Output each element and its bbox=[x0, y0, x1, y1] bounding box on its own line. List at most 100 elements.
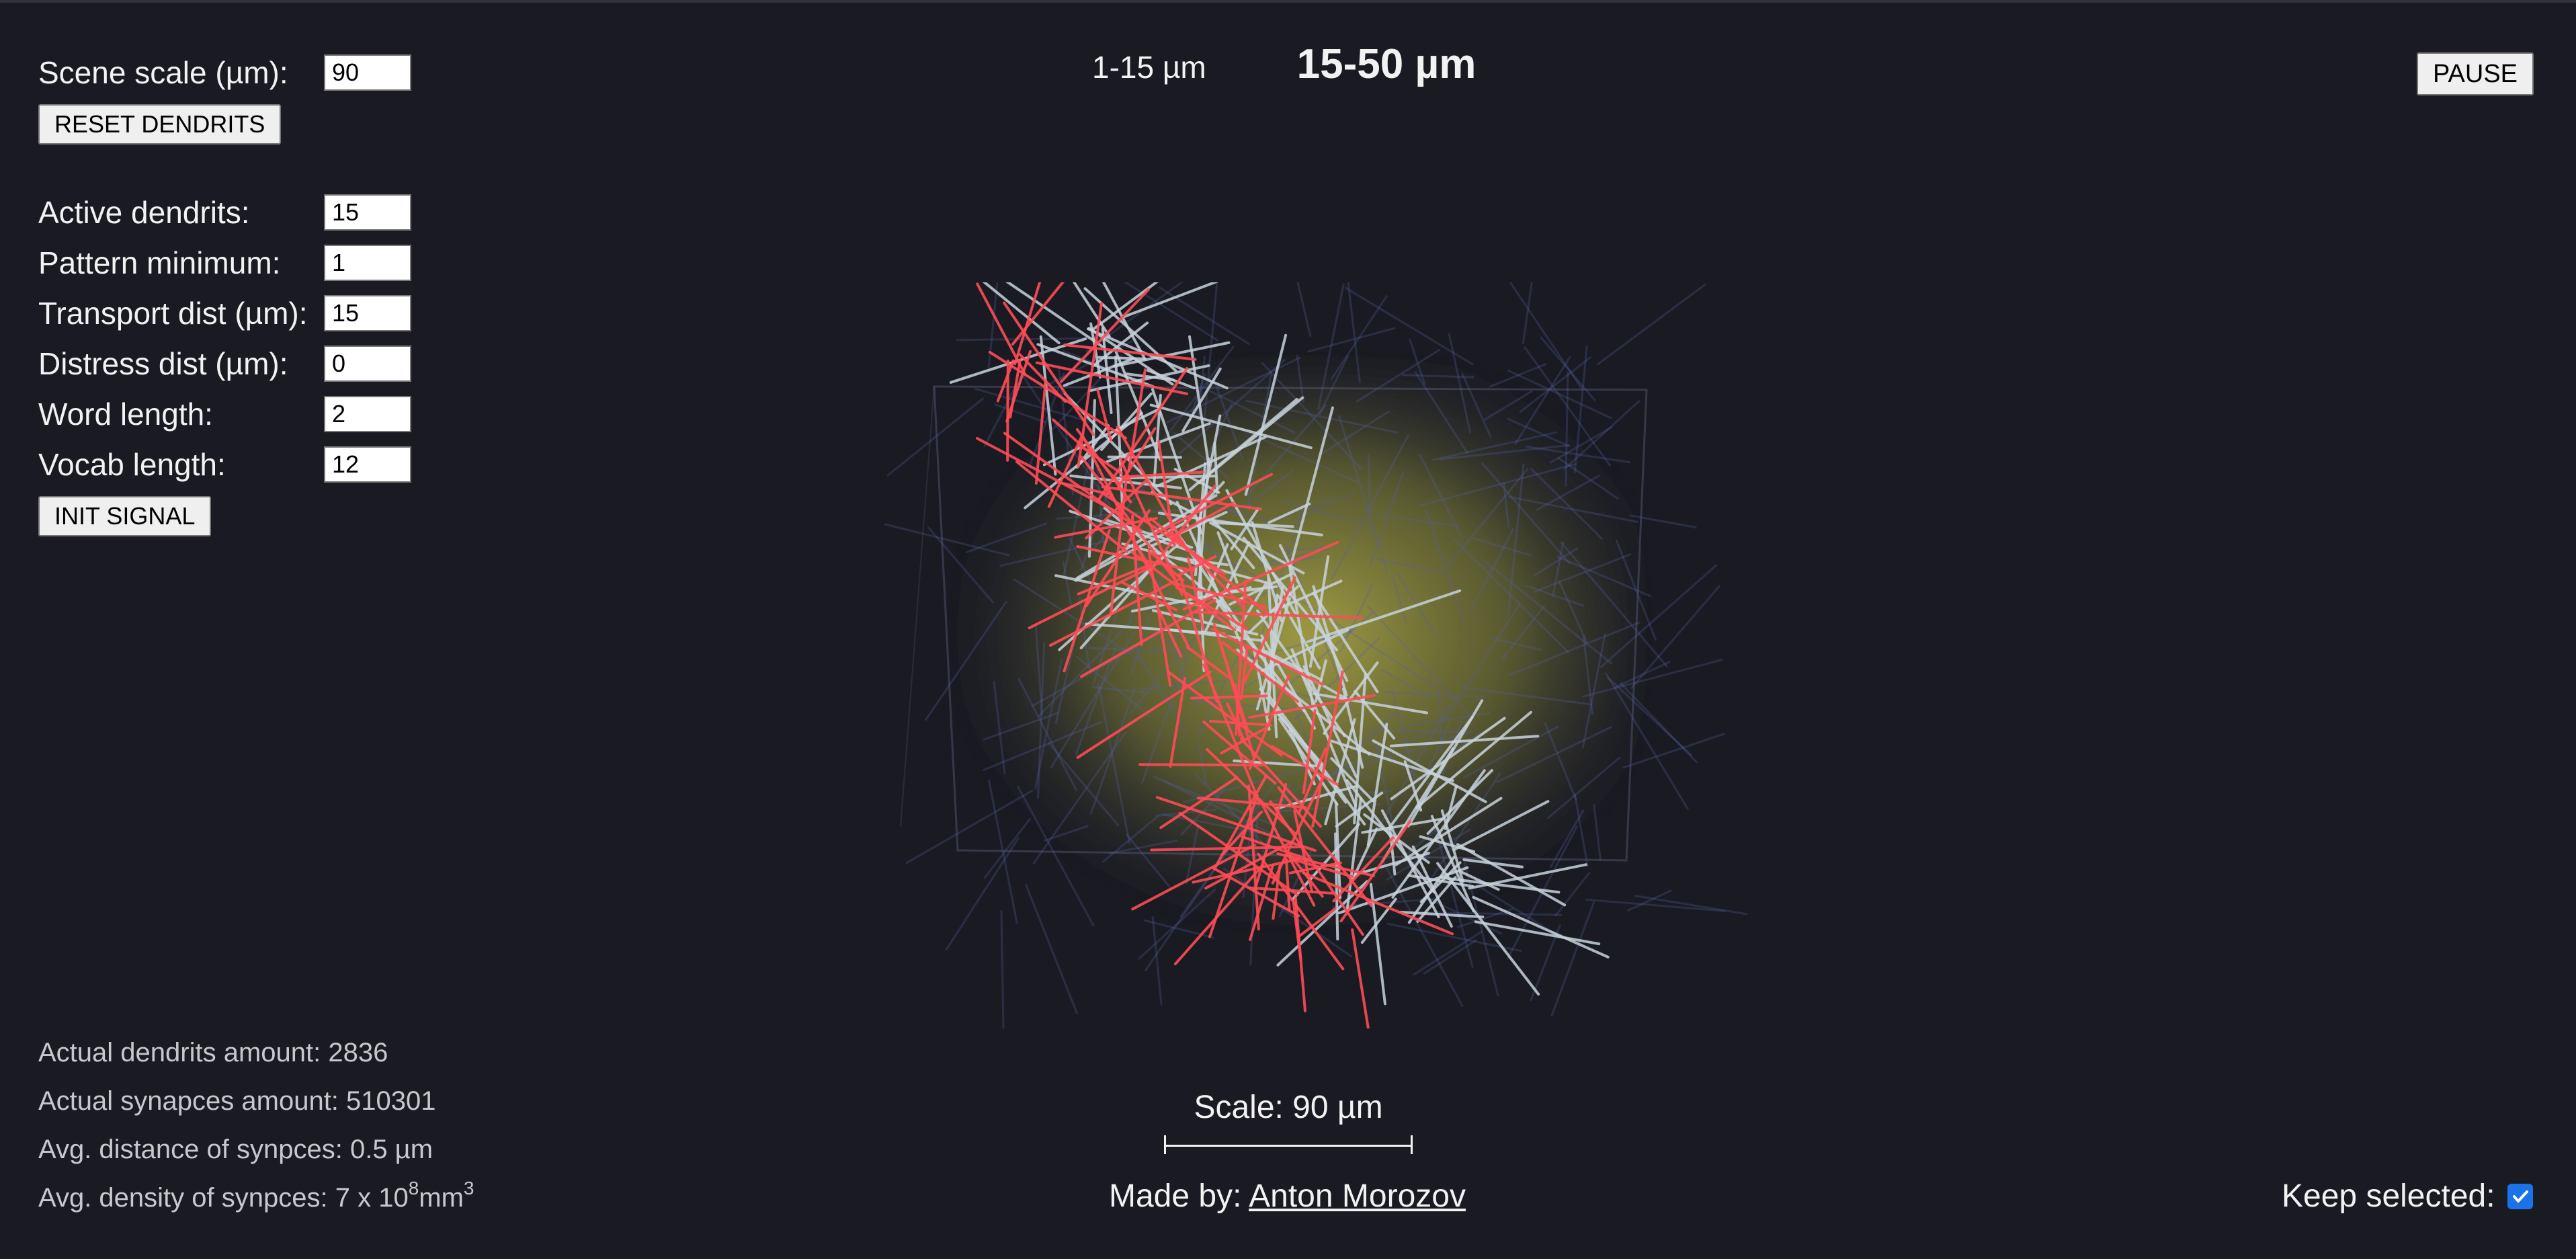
dendrite-segment bbox=[1339, 820, 1411, 923]
word-length-input[interactable] bbox=[324, 395, 411, 432]
dendrite-segment bbox=[1442, 603, 1521, 723]
dendrite-segment bbox=[1086, 327, 1229, 390]
dendrite-segment bbox=[1549, 809, 1585, 868]
dendrite-segment bbox=[1540, 336, 1596, 401]
tab-1-15[interactable]: 1-15 µm bbox=[1092, 50, 1206, 85]
dendrite-segment bbox=[1025, 883, 1078, 1014]
dendrite-segment bbox=[1290, 406, 1334, 565]
dendrite-segment bbox=[1386, 922, 1522, 952]
dendrite-segment bbox=[1244, 333, 1288, 496]
density-unit: mm bbox=[419, 1182, 464, 1213]
dendrite-segment bbox=[983, 721, 1103, 771]
dendrite-segment bbox=[1236, 648, 1371, 756]
dendrite-segment bbox=[1172, 501, 1235, 538]
dendrite-segment bbox=[1031, 629, 1168, 708]
transport-dist-input[interactable] bbox=[324, 294, 411, 331]
dendrite-segment bbox=[1471, 537, 1532, 557]
distress-dist-input[interactable] bbox=[324, 345, 411, 382]
dendrite-segment bbox=[1159, 776, 1239, 829]
dendrite-segment bbox=[1047, 435, 1083, 508]
dendrite-segment bbox=[1185, 825, 1200, 885]
dendrite-segment bbox=[1403, 760, 1423, 812]
dendrite-segment bbox=[1149, 551, 1185, 582]
dendrite-segment bbox=[1085, 282, 1183, 353]
dendrite-segment bbox=[1197, 741, 1207, 785]
dendrite-segment bbox=[1550, 901, 1595, 1017]
dendrite-segment bbox=[1453, 538, 1569, 653]
dendrite-segment bbox=[1347, 282, 1361, 384]
dendrite-segment bbox=[1554, 872, 1591, 917]
dendrite-segment bbox=[1375, 514, 1460, 528]
dendrite-segment bbox=[1411, 845, 1453, 928]
dendrite-segment bbox=[1123, 282, 1219, 341]
dendrite-segment bbox=[1190, 694, 1268, 700]
dendrite-segment bbox=[1536, 475, 1600, 511]
dendrite-segment bbox=[1032, 731, 1126, 864]
dendrite-segment bbox=[1130, 586, 1252, 613]
reset-dendrits-button[interactable]: RESET DENDRITS bbox=[38, 104, 282, 145]
credit-prefix: Made by: bbox=[1109, 1178, 1249, 1214]
dendrite-segment bbox=[1440, 809, 1464, 883]
dendrite-segment bbox=[1483, 560, 1613, 665]
dendrite-segment bbox=[1307, 327, 1396, 353]
dendrite-segment bbox=[1270, 745, 1339, 786]
density-exponent: 8 bbox=[408, 1178, 419, 1199]
dendrite-segment bbox=[1038, 616, 1136, 717]
dendrite-segment bbox=[1015, 460, 1128, 553]
keep-selected-checkbox[interactable] bbox=[2507, 1183, 2533, 1209]
dendrite-segment bbox=[1131, 844, 1256, 911]
dendrite-segment bbox=[1436, 862, 1540, 996]
dendrite-segment bbox=[1460, 686, 1591, 706]
dendrite-segment bbox=[1013, 282, 1042, 366]
dendrite-segment bbox=[1242, 469, 1294, 511]
dendrite-segment bbox=[1202, 720, 1277, 785]
dendrite-segment bbox=[974, 388, 1098, 425]
dendrite-segment bbox=[1152, 775, 1298, 848]
dendrite-segment bbox=[1344, 286, 1474, 366]
dendrite-segment bbox=[1354, 852, 1430, 877]
dendrite-segment bbox=[1288, 861, 1342, 875]
dendrite-segment bbox=[1423, 939, 1477, 975]
dendrite-segment bbox=[1169, 677, 1187, 768]
dendrite-segment bbox=[1172, 431, 1230, 480]
dendrite-segment bbox=[1372, 739, 1487, 803]
dendrite-segment bbox=[1175, 586, 1249, 631]
dendrite-segment bbox=[1317, 410, 1390, 457]
scene-scale-input[interactable] bbox=[324, 54, 411, 91]
tab-15-50[interactable]: 15-50 µm bbox=[1296, 41, 1477, 87]
synapses-amount: Actual synapces amount: 510301 bbox=[38, 1086, 436, 1116]
dendrite-segment bbox=[1507, 417, 1570, 447]
dendrite-segment bbox=[1507, 463, 1525, 618]
dendrite-segment bbox=[1159, 286, 1250, 345]
active-dendrits-input[interactable] bbox=[324, 194, 411, 231]
dendrite-segment bbox=[1243, 576, 1296, 683]
dendrite-segment bbox=[1239, 643, 1249, 700]
dendrite-segment bbox=[1196, 797, 1307, 809]
dendrite-segment bbox=[1615, 539, 1657, 641]
dendrite-segment bbox=[886, 397, 984, 477]
dendrite-scene[interactable] bbox=[874, 282, 1747, 1028]
init-signal-button[interactable]: INIT SIGNAL bbox=[38, 496, 212, 536]
dendrite-segment bbox=[1426, 769, 1493, 835]
dendrite-segment bbox=[1166, 670, 1283, 757]
dendrite-segment bbox=[1178, 359, 1286, 455]
author-link[interactable]: Anton Morozov bbox=[1249, 1178, 1466, 1214]
dendrite-segment bbox=[1161, 813, 1260, 834]
word-length-label: Word length: bbox=[38, 396, 213, 432]
top-border bbox=[0, 0, 2576, 3]
dendrite-segment bbox=[1293, 810, 1314, 893]
pause-button[interactable]: PAUSE bbox=[2417, 52, 2534, 95]
dendrite-segment bbox=[1037, 641, 1046, 799]
scale-ruler-tick bbox=[1164, 1135, 1166, 1154]
dendrite-segment bbox=[1080, 455, 1177, 583]
dendrite-segment bbox=[1544, 722, 1577, 801]
dendrite-segment bbox=[1075, 494, 1218, 580]
dendrite-segment bbox=[1115, 475, 1216, 480]
dendrite-segment bbox=[1367, 605, 1472, 717]
vocab-length-input[interactable] bbox=[324, 446, 411, 483]
dendrite-segment bbox=[1120, 471, 1205, 479]
dendrite-segment bbox=[1525, 445, 1631, 464]
dendrite-segment bbox=[1366, 723, 1388, 847]
pattern-minimum-input[interactable] bbox=[324, 244, 411, 281]
dendrite-segment bbox=[1127, 368, 1147, 473]
